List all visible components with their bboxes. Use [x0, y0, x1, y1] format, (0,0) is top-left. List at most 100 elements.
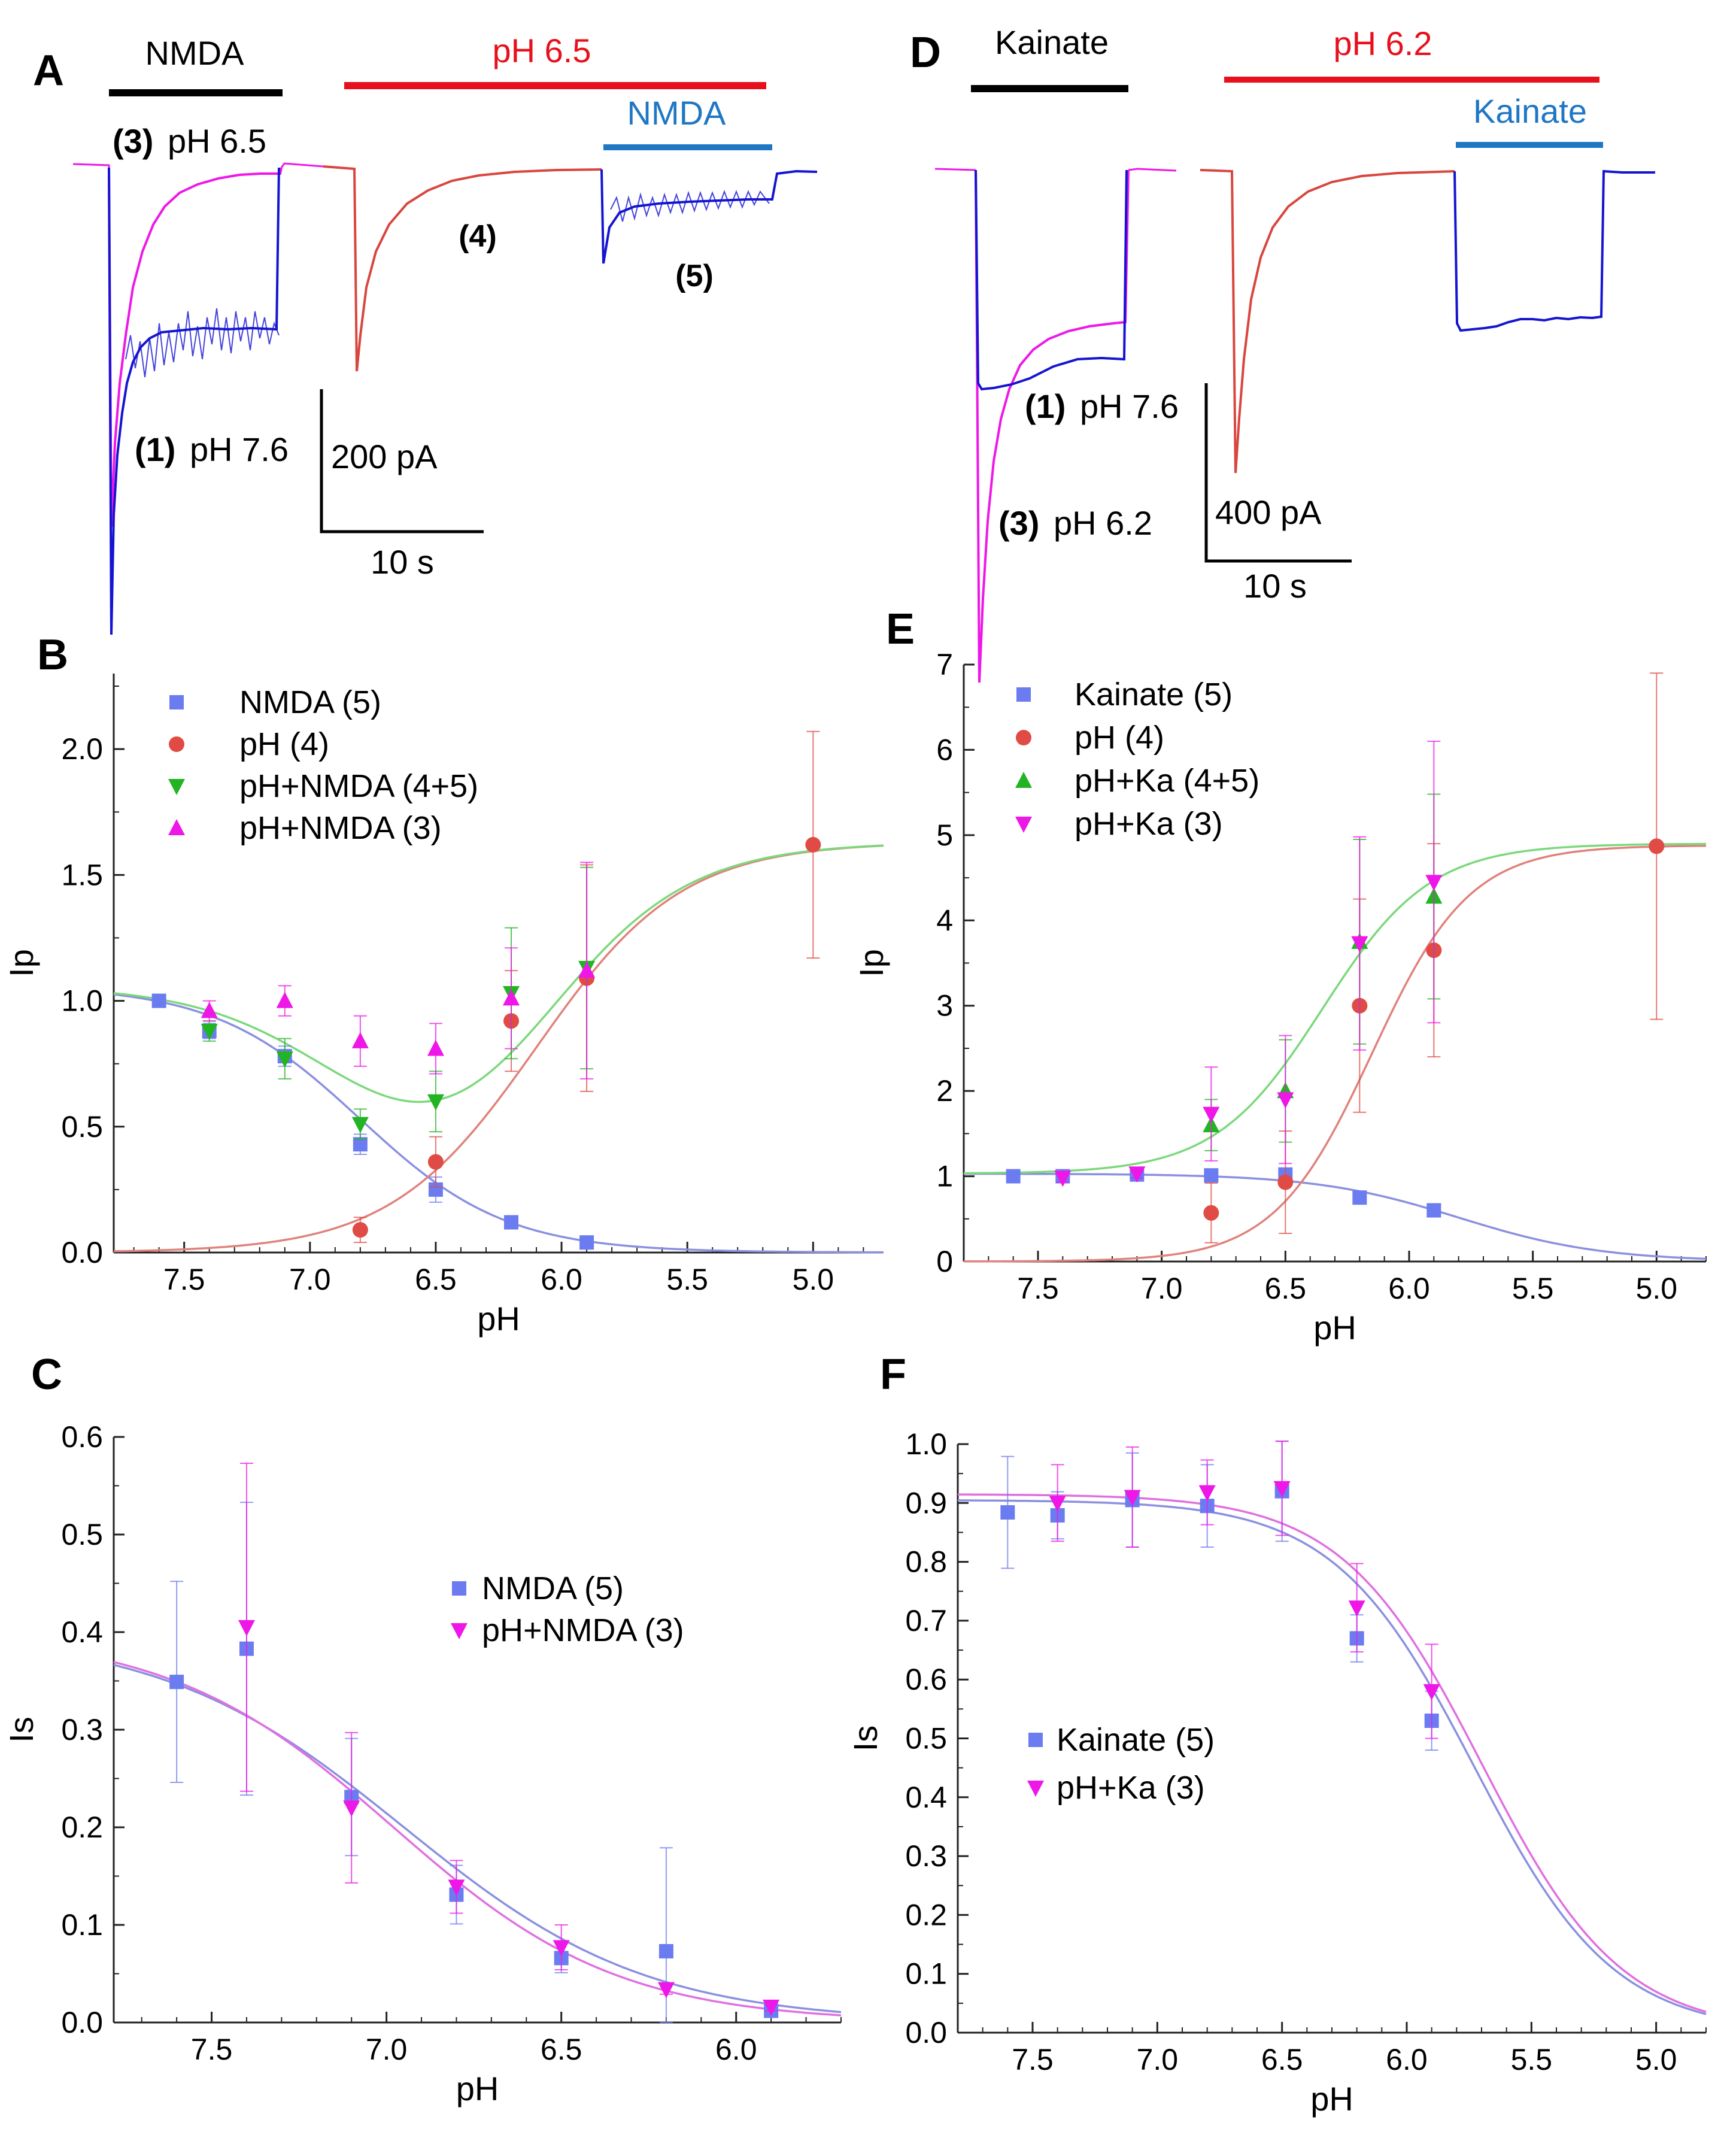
scale-label-time: 10 s	[371, 543, 434, 581]
y-tick-label: 0	[936, 1245, 953, 1278]
x-tick-label: 6.0	[1386, 2043, 1428, 2076]
data-point	[657, 1982, 675, 1999]
x-tick-label: 7.0	[366, 2033, 408, 2066]
data-point	[1204, 1168, 1219, 1183]
data-point	[1352, 1190, 1367, 1205]
fit-curve	[964, 844, 1707, 1263]
trace-3-num: (3)	[998, 504, 1039, 542]
chart-c: 7.5 7.0 6.5 6.0 0.0 0.1 0.2 0.3 0.4 0.5 0.6 pH Is NMD…	[2, 1420, 842, 2108]
trace-1-annotation: (1) pH 7.6	[135, 430, 289, 468]
data-point	[805, 836, 821, 853]
y-tick-label: 0.0	[61, 2006, 103, 2039]
legend-label: Kainate (5)	[1075, 677, 1233, 712]
trace-3-label: pH 6.5	[168, 122, 266, 160]
trace-3-ph-6-5	[108, 167, 283, 527]
y-tick-label: 0.0	[61, 1236, 103, 1269]
data-point	[1423, 1684, 1440, 1700]
data-point	[427, 1039, 444, 1056]
scale-label-time: 10 s	[1243, 567, 1307, 605]
legend-marker	[169, 736, 184, 752]
y-tick-label: 0.9	[905, 1486, 947, 1520]
data-point	[238, 1620, 255, 1636]
trace-5-noise	[610, 190, 770, 222]
x-tick-label: 5.5	[1511, 2043, 1553, 2076]
x-tick-label: 7.0	[1137, 2043, 1179, 2076]
fit-curve	[958, 1493, 1707, 2013]
legend-label: pH (4)	[1075, 720, 1164, 756]
y-tick-label: 0.1	[61, 1908, 103, 1942]
legend-marker	[168, 779, 185, 795]
trace-1-num: (1)	[1025, 387, 1066, 425]
data-point	[1348, 1600, 1365, 1617]
chart-e: 7.5 7.0 6.5 6.0 5.5 5.0 0 1 2 3 4 5 6 7 pH Ip Kainate (5…	[852, 648, 1707, 1347]
panel-f: F 7.5 7.0 6.5 6.0 5.5 5.0 0.0 0.1 0.2 0.3 0.4 0.5 0.…	[846, 1351, 1707, 2118]
data-point	[169, 1675, 184, 1690]
y-axis-label: Ip	[852, 949, 890, 977]
data-point	[448, 1879, 465, 1896]
legend-label: NMDA (5)	[239, 684, 381, 720]
data-point	[763, 1999, 780, 2016]
x-tick-label: 5.5	[666, 1263, 708, 1296]
trace-3-annotation: (3) pH 6.5	[113, 122, 266, 160]
trace-1-label: pH 7.6	[1080, 387, 1179, 425]
y-tick-label: 0.2	[905, 1898, 947, 1931]
data-point	[1277, 1174, 1294, 1190]
y-tick-label: 1	[936, 1160, 953, 1193]
y-tick-label: 0.8	[905, 1545, 947, 1579]
data-point	[151, 993, 166, 1008]
x-tick-label: 5.0	[1636, 1272, 1678, 1305]
data-point	[1273, 1481, 1291, 1497]
data-point	[1049, 1496, 1066, 1512]
trace-5-label: (5)	[675, 259, 714, 293]
y-tick-label: 0.5	[61, 1110, 103, 1144]
legend-marker	[168, 819, 185, 835]
y-tick-label: 0.1	[905, 1957, 947, 1991]
legend-marker	[1016, 730, 1031, 745]
y-tick-label: 0.6	[905, 1663, 947, 1696]
fit-curve	[113, 1661, 842, 2016]
panel-label-a: A	[33, 47, 64, 95]
bar-label-ligand: NMDA	[145, 34, 245, 72]
panel-label-b: B	[37, 631, 68, 679]
y-axis-label: Is	[846, 1726, 884, 1752]
panel-c: C 7.5 7.0 6.5 6.0 0.0 0.1 0.2 0.3 0.4 0.5 0.6 pH Is N…	[2, 1351, 842, 2108]
data-point	[201, 1024, 218, 1041]
panel-label-f: F	[880, 1351, 906, 1399]
data-point	[1203, 1106, 1220, 1123]
fit-curve	[113, 844, 884, 1253]
legend-label: pH+NMDA (3)	[239, 810, 442, 846]
data-point	[1000, 1505, 1015, 1520]
scale-bar	[320, 389, 484, 533]
x-tick-label: 7.0	[1141, 1272, 1183, 1305]
data-point	[201, 1002, 218, 1018]
panel-label-d: D	[910, 29, 941, 77]
x-tick-label: 7.5	[163, 1263, 205, 1296]
x-tick-label: 6.0	[541, 1263, 582, 1296]
panel-d: D Kainate pH 6.2 Kainate (1) pH 7.6 (3) …	[910, 23, 1655, 683]
y-tick-label: 0.5	[905, 1722, 947, 1755]
trace-1-annotation: (1) pH 7.6	[1025, 387, 1179, 425]
x-axis-label: pH	[477, 1300, 520, 1338]
x-tick-label: 6.0	[715, 2033, 757, 2066]
y-tick-label: 0.7	[905, 1604, 947, 1638]
data-point	[504, 1215, 519, 1230]
fit-curve	[113, 844, 884, 1103]
x-tick-label: 7.5	[191, 2033, 233, 2066]
panel-e: E 7.5 7.0 6.5 6.0 5.5 5.0 0 1 2 3 4 5 6 7 pH Ip Kainate …	[852, 605, 1707, 1347]
data-point	[1277, 1092, 1294, 1109]
bar-label-ligand2: NMDA	[627, 94, 727, 132]
trace-1-ph-7-6	[975, 169, 1128, 391]
data-point	[658, 1944, 673, 1959]
data-point	[1426, 1203, 1441, 1218]
chart-b: 7.5 7.0 6.5 6.0 5.5 5.0 0.0 0.5 1.0 1.5 2.0 pH Ip NMD…	[2, 674, 884, 1338]
data-point	[1124, 1490, 1141, 1506]
data-point	[1649, 838, 1665, 854]
data-point	[1425, 875, 1443, 891]
trace-5-ph-6-2-kainate	[1453, 169, 1655, 332]
data-point	[1006, 1169, 1021, 1184]
trace-3-ph-6-2	[975, 169, 1130, 683]
data-point	[351, 1032, 369, 1048]
trace-1-ph-7-6	[108, 167, 280, 635]
legend-label: pH+NMDA (3)	[482, 1612, 684, 1648]
